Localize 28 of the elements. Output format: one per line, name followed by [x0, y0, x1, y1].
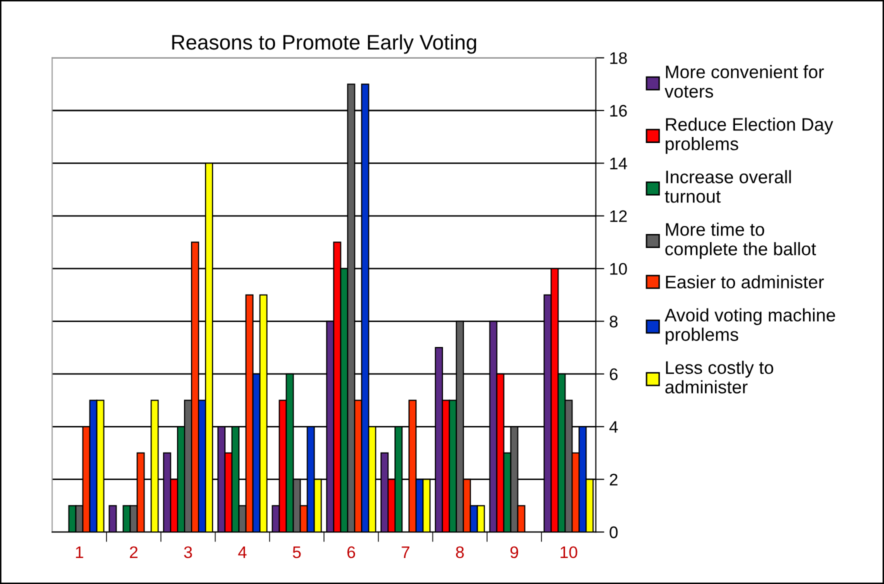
- x-tick-label: 3: [184, 546, 192, 558]
- y-tick-label: 14: [610, 158, 628, 170]
- legend-label: More time to complete the ballot: [665, 222, 816, 259]
- y-tick-label: 6: [610, 368, 618, 380]
- x-tick-label: 4: [238, 546, 247, 558]
- y-tick-label: 16: [610, 104, 627, 117]
- y-tick-label: 2: [610, 474, 618, 486]
- legend-label: More convenient for voters: [664, 65, 824, 98]
- x-tick-label: 2: [130, 546, 138, 558]
- x-tick-label: 1: [76, 546, 84, 558]
- legend-label: Reduce Election Day problems: [666, 118, 834, 154]
- x-tick-label: 8: [456, 546, 464, 558]
- y-tick-label: 18: [610, 52, 627, 64]
- legend-label: Easier to administer: [666, 275, 824, 288]
- y-tick-label: 8: [610, 316, 618, 328]
- legend-label: Less costly to administer: [665, 360, 774, 394]
- legend-label: Avoid voting machine problems: [664, 308, 836, 345]
- x-tick-label: 7: [402, 546, 410, 558]
- y-tick-label: 10: [610, 262, 627, 275]
- chart-title: Reasons to Promote Early Voting: [172, 34, 476, 54]
- y-tick-label: 0: [610, 526, 618, 538]
- x-tick-label: 6: [347, 546, 356, 558]
- y-tick-label: 4: [609, 421, 618, 433]
- x-tick-label: 9: [510, 546, 518, 558]
- x-tick-label: 10: [560, 546, 578, 558]
- legend-label: Increase overall turnout: [664, 170, 791, 203]
- x-tick-label: 5: [292, 546, 301, 558]
- y-tick-label: 12: [610, 210, 627, 222]
